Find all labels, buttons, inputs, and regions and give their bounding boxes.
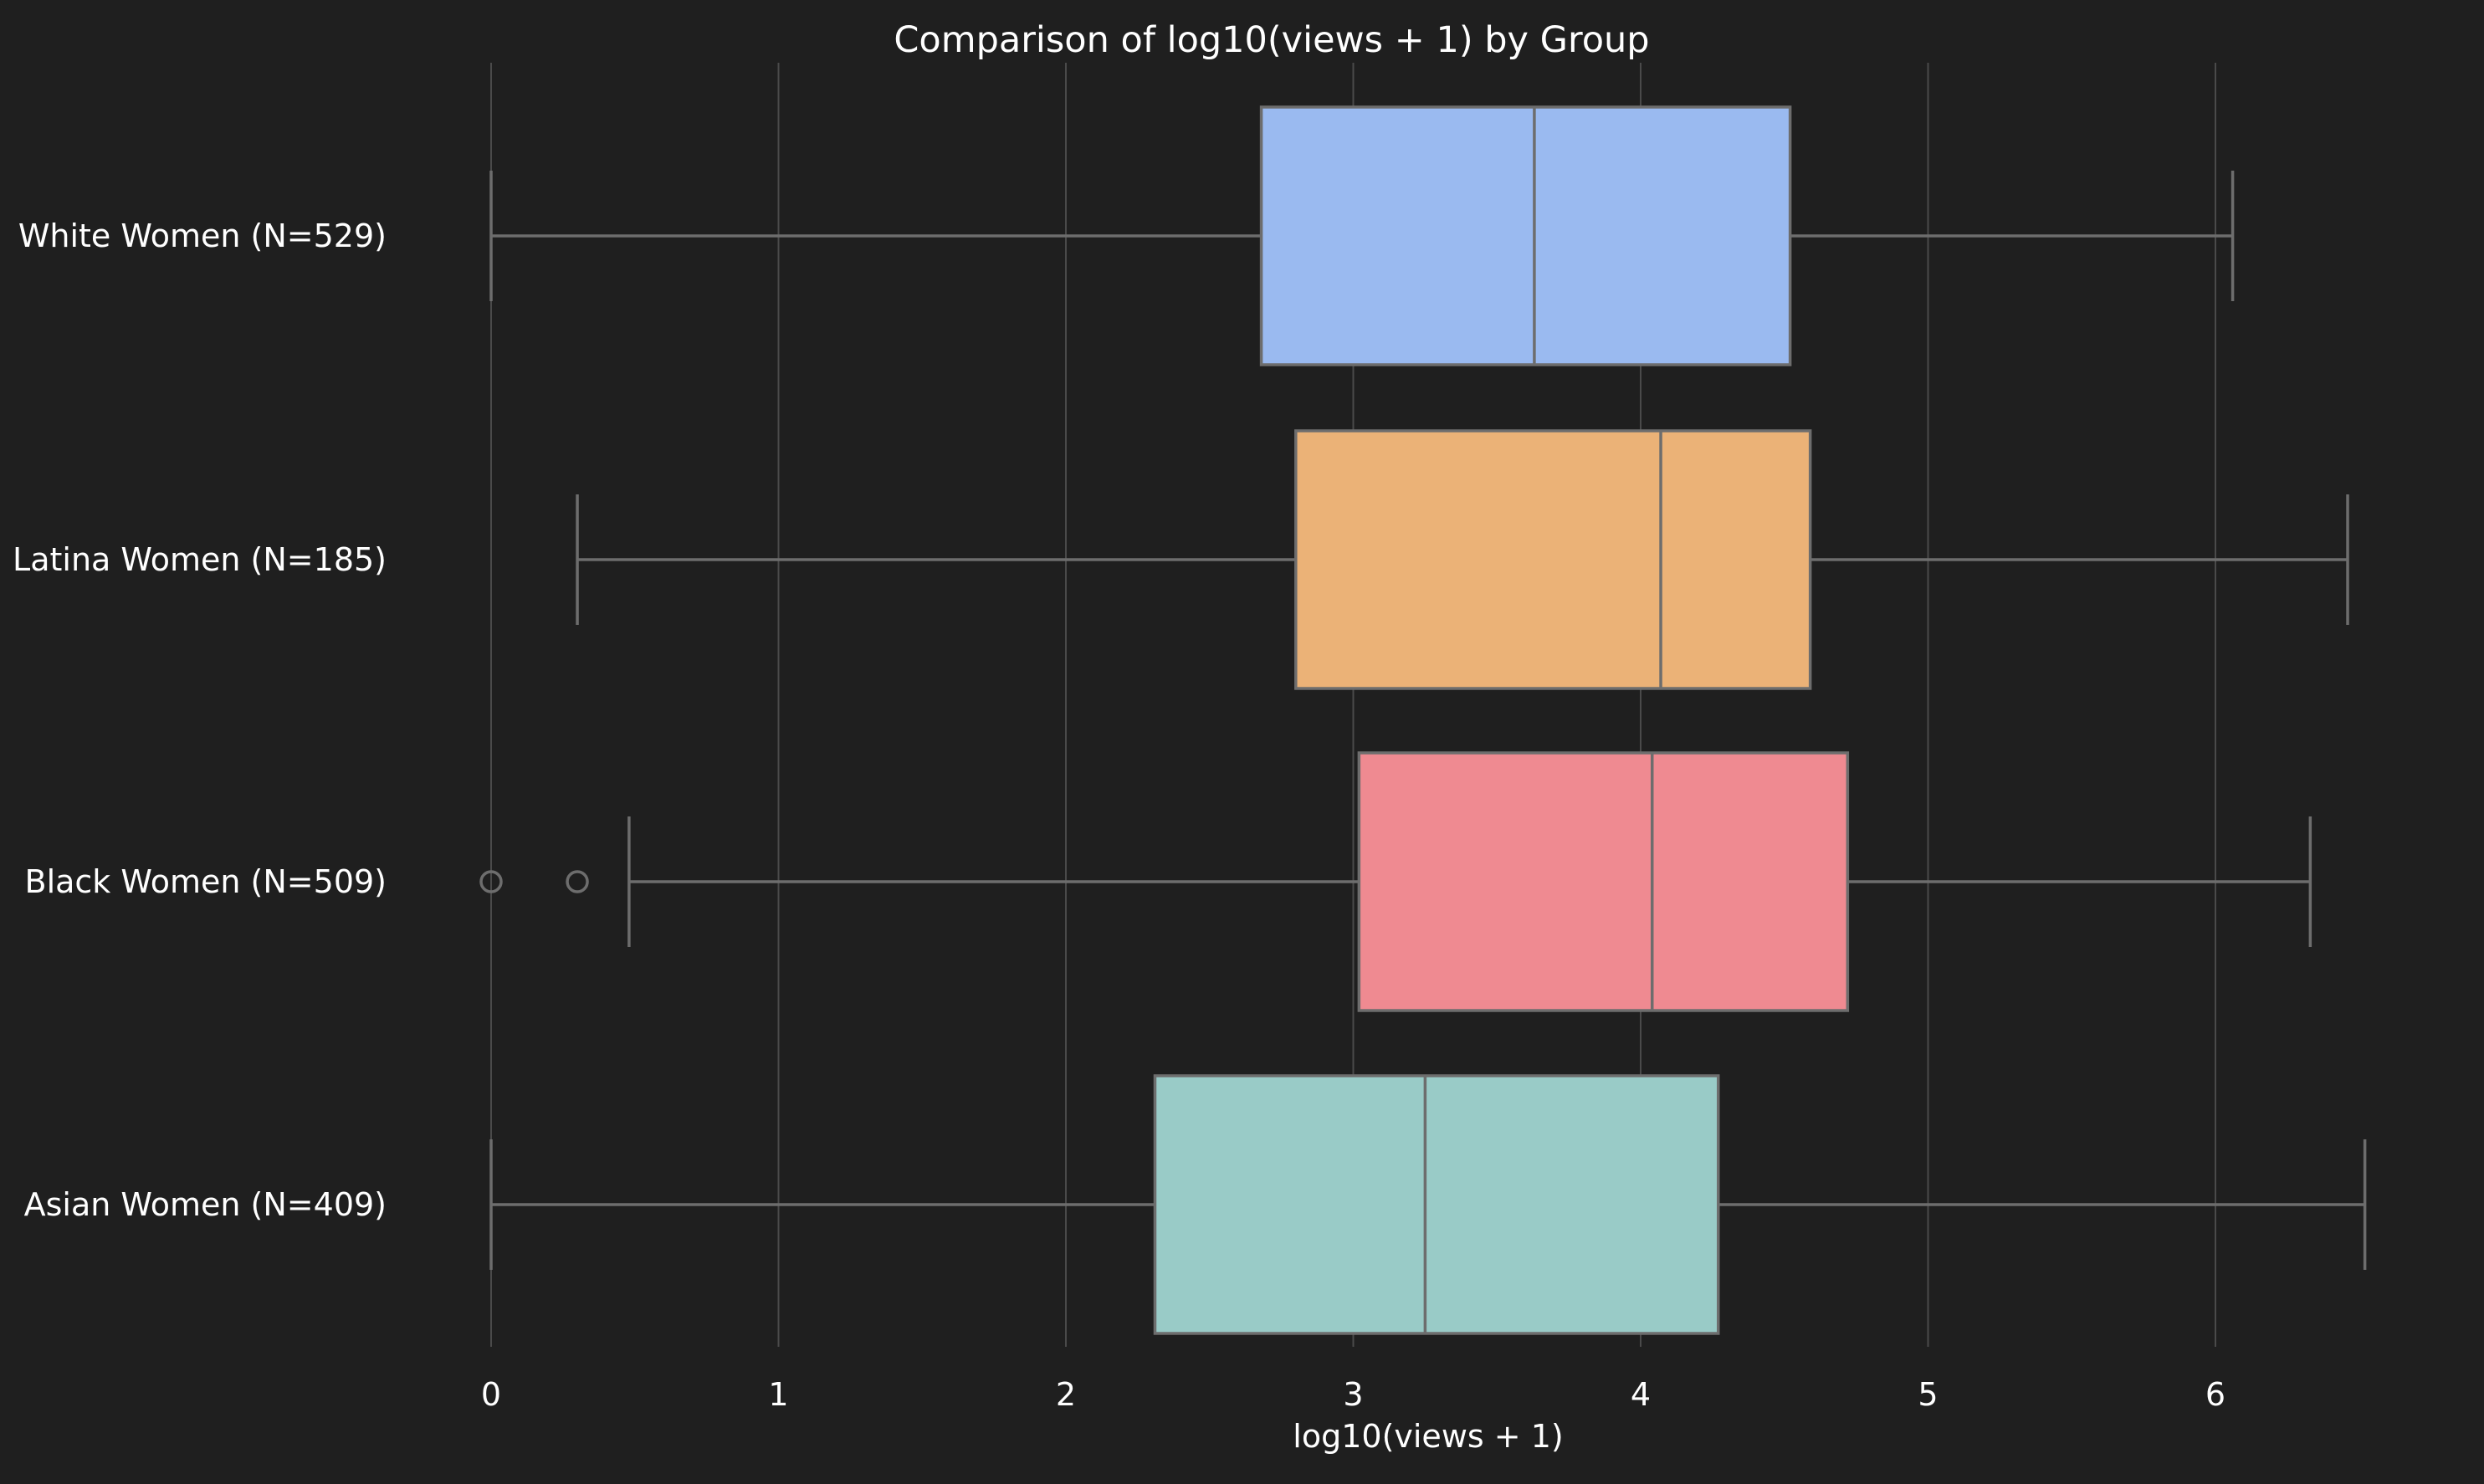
box-group-0 bbox=[489, 105, 2235, 366]
y-category-label-2: Black Women (N=509) bbox=[25, 863, 387, 900]
x-tick-label-1: 1 bbox=[768, 1376, 788, 1413]
box-group-2 bbox=[479, 751, 2312, 1012]
x-tick-label-3: 3 bbox=[1343, 1376, 1363, 1413]
box-group-1 bbox=[576, 429, 2349, 690]
y-category-label-1: Latina Women (N=185) bbox=[13, 541, 387, 578]
axis-labels: 0 1 2 3 4 5 6 White Women (N=529) Latina Women (… bbox=[13, 217, 2225, 1413]
chart-title: Comparison of log10(views + 1) by Group bbox=[894, 19, 1649, 61]
outlier-point-1 bbox=[566, 870, 589, 893]
box-iqr bbox=[1153, 1074, 1720, 1335]
x-tick-label-6: 6 bbox=[2205, 1376, 2225, 1413]
x-axis-label: log10(views + 1) bbox=[1293, 1418, 1563, 1455]
box-iqr bbox=[1294, 429, 1812, 690]
y-category-label-0: White Women (N=529) bbox=[18, 217, 387, 254]
outlier-point-0 bbox=[479, 870, 503, 893]
x-tick-label-0: 0 bbox=[481, 1376, 501, 1413]
box-group-3 bbox=[489, 1074, 2367, 1335]
x-tick-label-5: 5 bbox=[1918, 1376, 1938, 1413]
x-tick-label-4: 4 bbox=[1631, 1376, 1651, 1413]
box-iqr bbox=[1357, 751, 1850, 1012]
box-iqr bbox=[1259, 105, 1792, 366]
x-tick-label-2: 2 bbox=[1056, 1376, 1076, 1413]
y-category-label-3: Asian Women (N=409) bbox=[24, 1186, 387, 1223]
box-series bbox=[479, 105, 2367, 1335]
